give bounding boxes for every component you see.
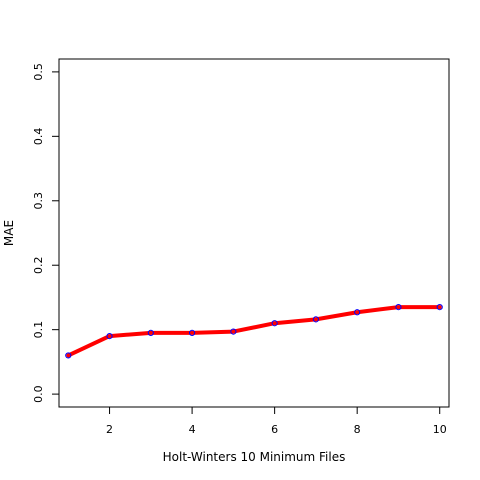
x-tick-label: 2 bbox=[106, 423, 113, 436]
y-axis: 0.0 0.1 0.2 0.3 0.4 0.5 bbox=[32, 63, 60, 403]
x-axis-title: Holt-Winters 10 Minimum Files bbox=[163, 450, 346, 464]
y-tick-label: 0.5 bbox=[32, 63, 45, 81]
data-point bbox=[271, 320, 278, 327]
x-axis: 2 4 6 8 10 bbox=[106, 406, 447, 436]
series-line bbox=[66, 305, 442, 358]
y-axis-title: MAE bbox=[2, 220, 16, 246]
y-tick-label: 0.4 bbox=[32, 128, 45, 146]
x-tick-label: 10 bbox=[433, 423, 447, 436]
series-layer bbox=[65, 304, 443, 359]
data-point bbox=[65, 352, 72, 359]
data-point bbox=[230, 328, 237, 335]
data-point bbox=[106, 333, 113, 340]
x-tick-label: 4 bbox=[189, 423, 196, 436]
data-point bbox=[188, 329, 196, 336]
y-tick-label: 0.1 bbox=[32, 321, 45, 339]
data-point bbox=[354, 309, 361, 316]
y-tick-label: 0.3 bbox=[32, 192, 45, 210]
y-tick-label: 0.2 bbox=[32, 256, 45, 274]
x-tick-label: 8 bbox=[354, 423, 361, 436]
data-point bbox=[436, 304, 443, 311]
data-point bbox=[395, 304, 402, 311]
data-point bbox=[147, 329, 154, 336]
x-tick-label: 6 bbox=[271, 423, 278, 436]
y-tick-label: 0.0 bbox=[32, 385, 45, 403]
data-point bbox=[312, 316, 320, 323]
